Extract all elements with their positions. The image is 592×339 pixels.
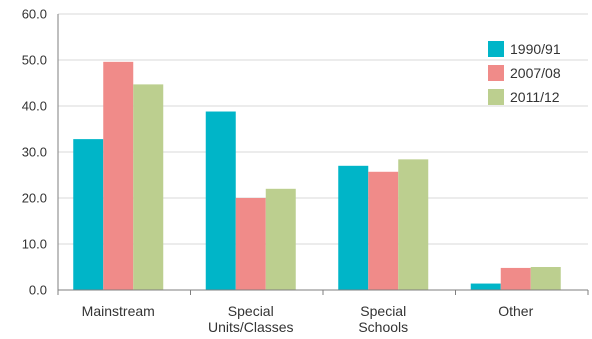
bar [73, 139, 104, 290]
legend-label: 2011/12 [510, 89, 560, 105]
bar [265, 188, 296, 290]
x-category-label: Other [498, 303, 533, 319]
bar [500, 267, 531, 290]
bar [103, 61, 134, 291]
legend-label: 2007/08 [510, 65, 561, 81]
bar [368, 171, 399, 290]
x-category-label-line: Special [228, 303, 274, 319]
y-tick-label: 40.0 [22, 99, 47, 114]
bar [470, 283, 501, 290]
legend-label: 1990/91 [510, 41, 561, 57]
bar [235, 198, 266, 290]
legend: 1990/91 2007/08 2011/12 [488, 41, 561, 105]
legend-swatch [488, 41, 504, 57]
y-tick-label: 0.0 [29, 283, 47, 298]
x-category-label-line: Special [360, 303, 406, 319]
x-category-label-line: Schools [358, 319, 408, 335]
axes [57, 14, 589, 295]
y-tick-label: 50.0 [22, 53, 47, 68]
x-category-label: Special Schools [358, 303, 408, 335]
y-tick-label: 60.0 [22, 7, 47, 22]
bar [338, 165, 369, 290]
bar [133, 84, 164, 290]
bar [530, 267, 561, 290]
y-tick-label: 30.0 [22, 145, 47, 160]
x-category-label-line: Other [498, 303, 533, 319]
legend-swatch [488, 89, 504, 105]
y-tick-label: 20.0 [22, 191, 47, 206]
legend-swatch [488, 65, 504, 81]
bar [398, 159, 429, 290]
x-category-label-line: Mainstream [82, 303, 155, 319]
bars [73, 61, 561, 291]
x-category-label: Mainstream [82, 303, 155, 319]
y-axis-tick-labels: 0.0 10.0 20.0 30.0 40.0 50.0 60.0 [22, 7, 47, 298]
x-category-label-line: Units/Classes [208, 319, 294, 335]
y-tick-label: 10.0 [22, 237, 47, 252]
bar [205, 111, 236, 291]
x-category-label: Special Units/Classes [208, 303, 294, 335]
